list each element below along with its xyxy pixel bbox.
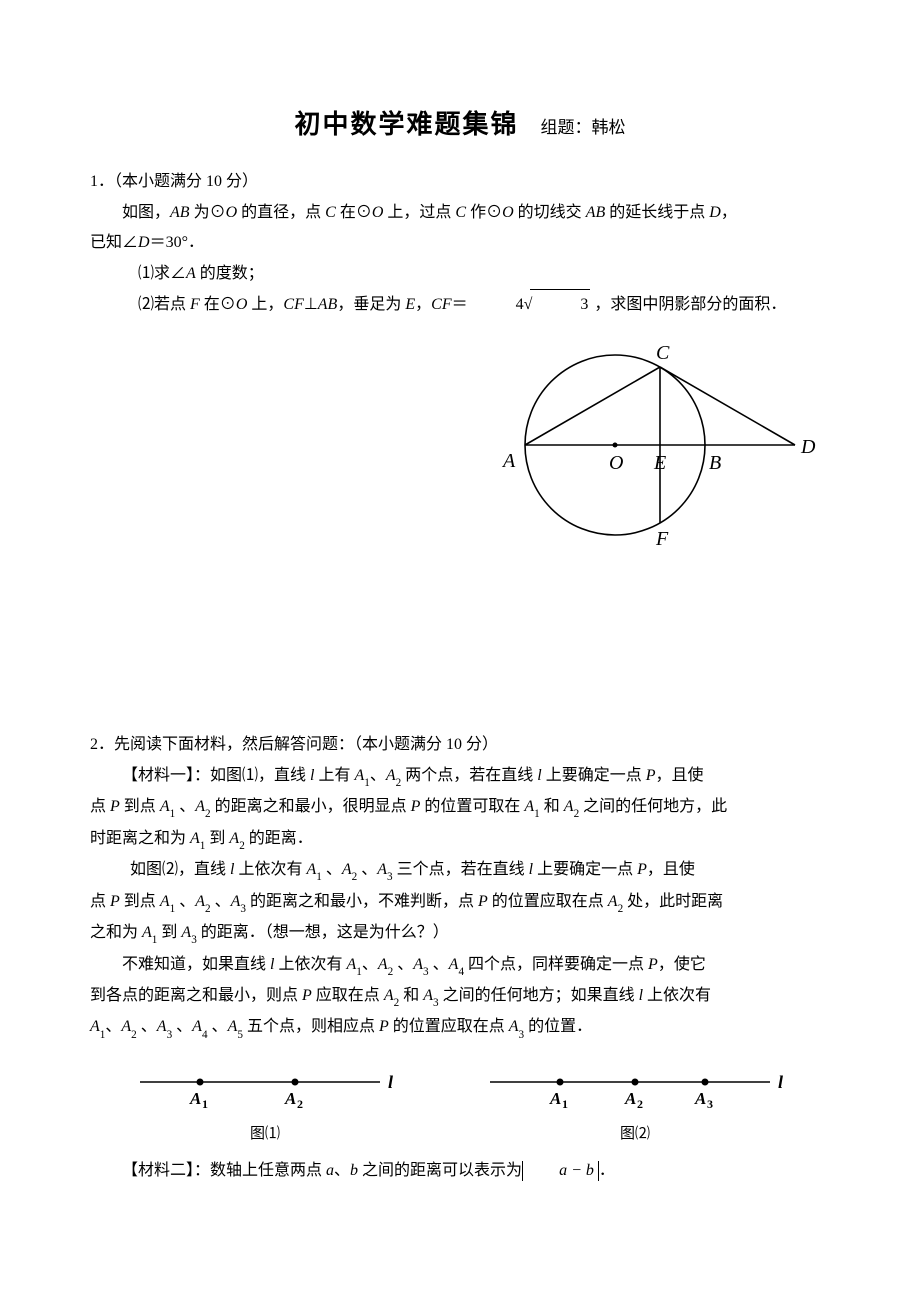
fig2-caption: 图⑵: [470, 1120, 800, 1149]
q2-num: 2．: [90, 736, 114, 753]
svg-text:O: O: [609, 452, 623, 474]
svg-text:E: E: [653, 452, 666, 474]
svg-text:A: A: [501, 450, 516, 472]
line-fig2-svg: A1A2A3l: [470, 1064, 800, 1114]
title-main: 初中数学难题集锦: [294, 110, 518, 139]
svg-text:2: 2: [297, 1097, 303, 1111]
svg-text:D: D: [800, 436, 816, 458]
svg-text:B: B: [709, 452, 721, 474]
q2-mat1-p3: 时距离之和为 A1 到 A2 的距离．: [90, 824, 830, 855]
title-sub: 组题：韩松: [541, 118, 626, 137]
title-row: 初中数学难题集锦 组题：韩松: [90, 100, 830, 149]
q1-header: 1．（本小题满分 10 分）: [90, 167, 830, 197]
svg-text:A: A: [549, 1089, 561, 1108]
q2-mat3-p1: 不难知道，如果直线 l 上依次有 A1、A2 、A3 、A4 四个点，同样要确定…: [90, 950, 830, 981]
svg-text:A: A: [694, 1089, 706, 1108]
q1-line1: 如图，AB 为⊙O 的直径，点 C 在⊙O 上，过点 C 作⊙O 的切线交 AB…: [90, 198, 830, 228]
abs-expr: a − b: [522, 1161, 599, 1180]
line-figures-row: A1A2l 图⑴ A1A2A3l 图⑵: [90, 1064, 830, 1149]
line-fig1-svg: A1A2l: [120, 1064, 410, 1114]
fig1-caption: 图⑴: [120, 1120, 410, 1149]
svg-text:A: A: [284, 1089, 296, 1108]
q1-line2: 已知∠D＝30°．: [90, 228, 830, 258]
q2-mat2-p1: 如图⑵，直线 l 上依次有 A1 、A2 、A3 三个点，若在直线 l 上要确定…: [90, 855, 830, 886]
q2-mat3-p2: 到各点的距离之和最小，则点 P 应取在点 A2 和 A3 之间的任何地方；如果直…: [90, 981, 830, 1012]
svg-text:l: l: [778, 1072, 783, 1092]
svg-text:3: 3: [707, 1097, 713, 1111]
q2-head: 先阅读下面材料，然后解答问题：（本小题满分 10 分）: [114, 736, 498, 753]
circle-figure: A O E B C D F: [470, 330, 830, 560]
q1-num: 1．: [90, 173, 114, 190]
svg-text:C: C: [656, 342, 670, 364]
svg-text:l: l: [388, 1072, 393, 1092]
svg-text:A: A: [189, 1089, 201, 1108]
fig2-col: A1A2A3l 图⑵: [470, 1064, 800, 1149]
q1-part1: ⑴求∠A 的度数；: [90, 259, 830, 289]
fig1-col: A1A2l 图⑴: [120, 1064, 410, 1149]
q2-mat1-p1: 【材料一】：如图⑴，直线 l 上有 A1、A2 两个点，若在直线 l 上要确定一…: [90, 761, 830, 792]
circle-diagram-svg: A O E B C D F: [470, 330, 830, 560]
svg-text:2: 2: [637, 1097, 643, 1111]
q1-part2: ⑵若点 F 在⊙O 上，CF⊥AB，垂足为 E，CF＝4√3 ，求图中阴影部分的…: [90, 289, 830, 320]
svg-text:1: 1: [562, 1097, 568, 1111]
svg-text:A: A: [624, 1089, 636, 1108]
sqrt-expr: 4√3: [468, 289, 591, 320]
q2-mat3-p3: A1、A2 、A3 、A4 、A5 五个点，则相应点 P 的位置应取在点 A3 …: [90, 1012, 830, 1043]
q2-mat2-def: 【材料二】：数轴上任意两点 a、b 之间的距离可以表示为a − b．: [90, 1156, 830, 1186]
q2-mat1-p2: 点 P 到点 A1 、A2 的距离之和最小，很明显点 P 的位置可取在 A1 和…: [90, 792, 830, 823]
svg-text:1: 1: [202, 1097, 208, 1111]
q1-score: （本小题满分 10 分）: [114, 173, 258, 190]
q2-mat2-p2: 点 P 到点 A1 、A2 、A3 的距离之和最小，不难判断，点 P 的位置应取…: [90, 887, 830, 918]
svg-text:F: F: [655, 528, 669, 550]
q2-header: 2．先阅读下面材料，然后解答问题：（本小题满分 10 分）: [90, 730, 830, 760]
q2-mat2-p3: 之和为 A1 到 A3 的距离．（想一想，这是为什么？）: [90, 918, 830, 949]
